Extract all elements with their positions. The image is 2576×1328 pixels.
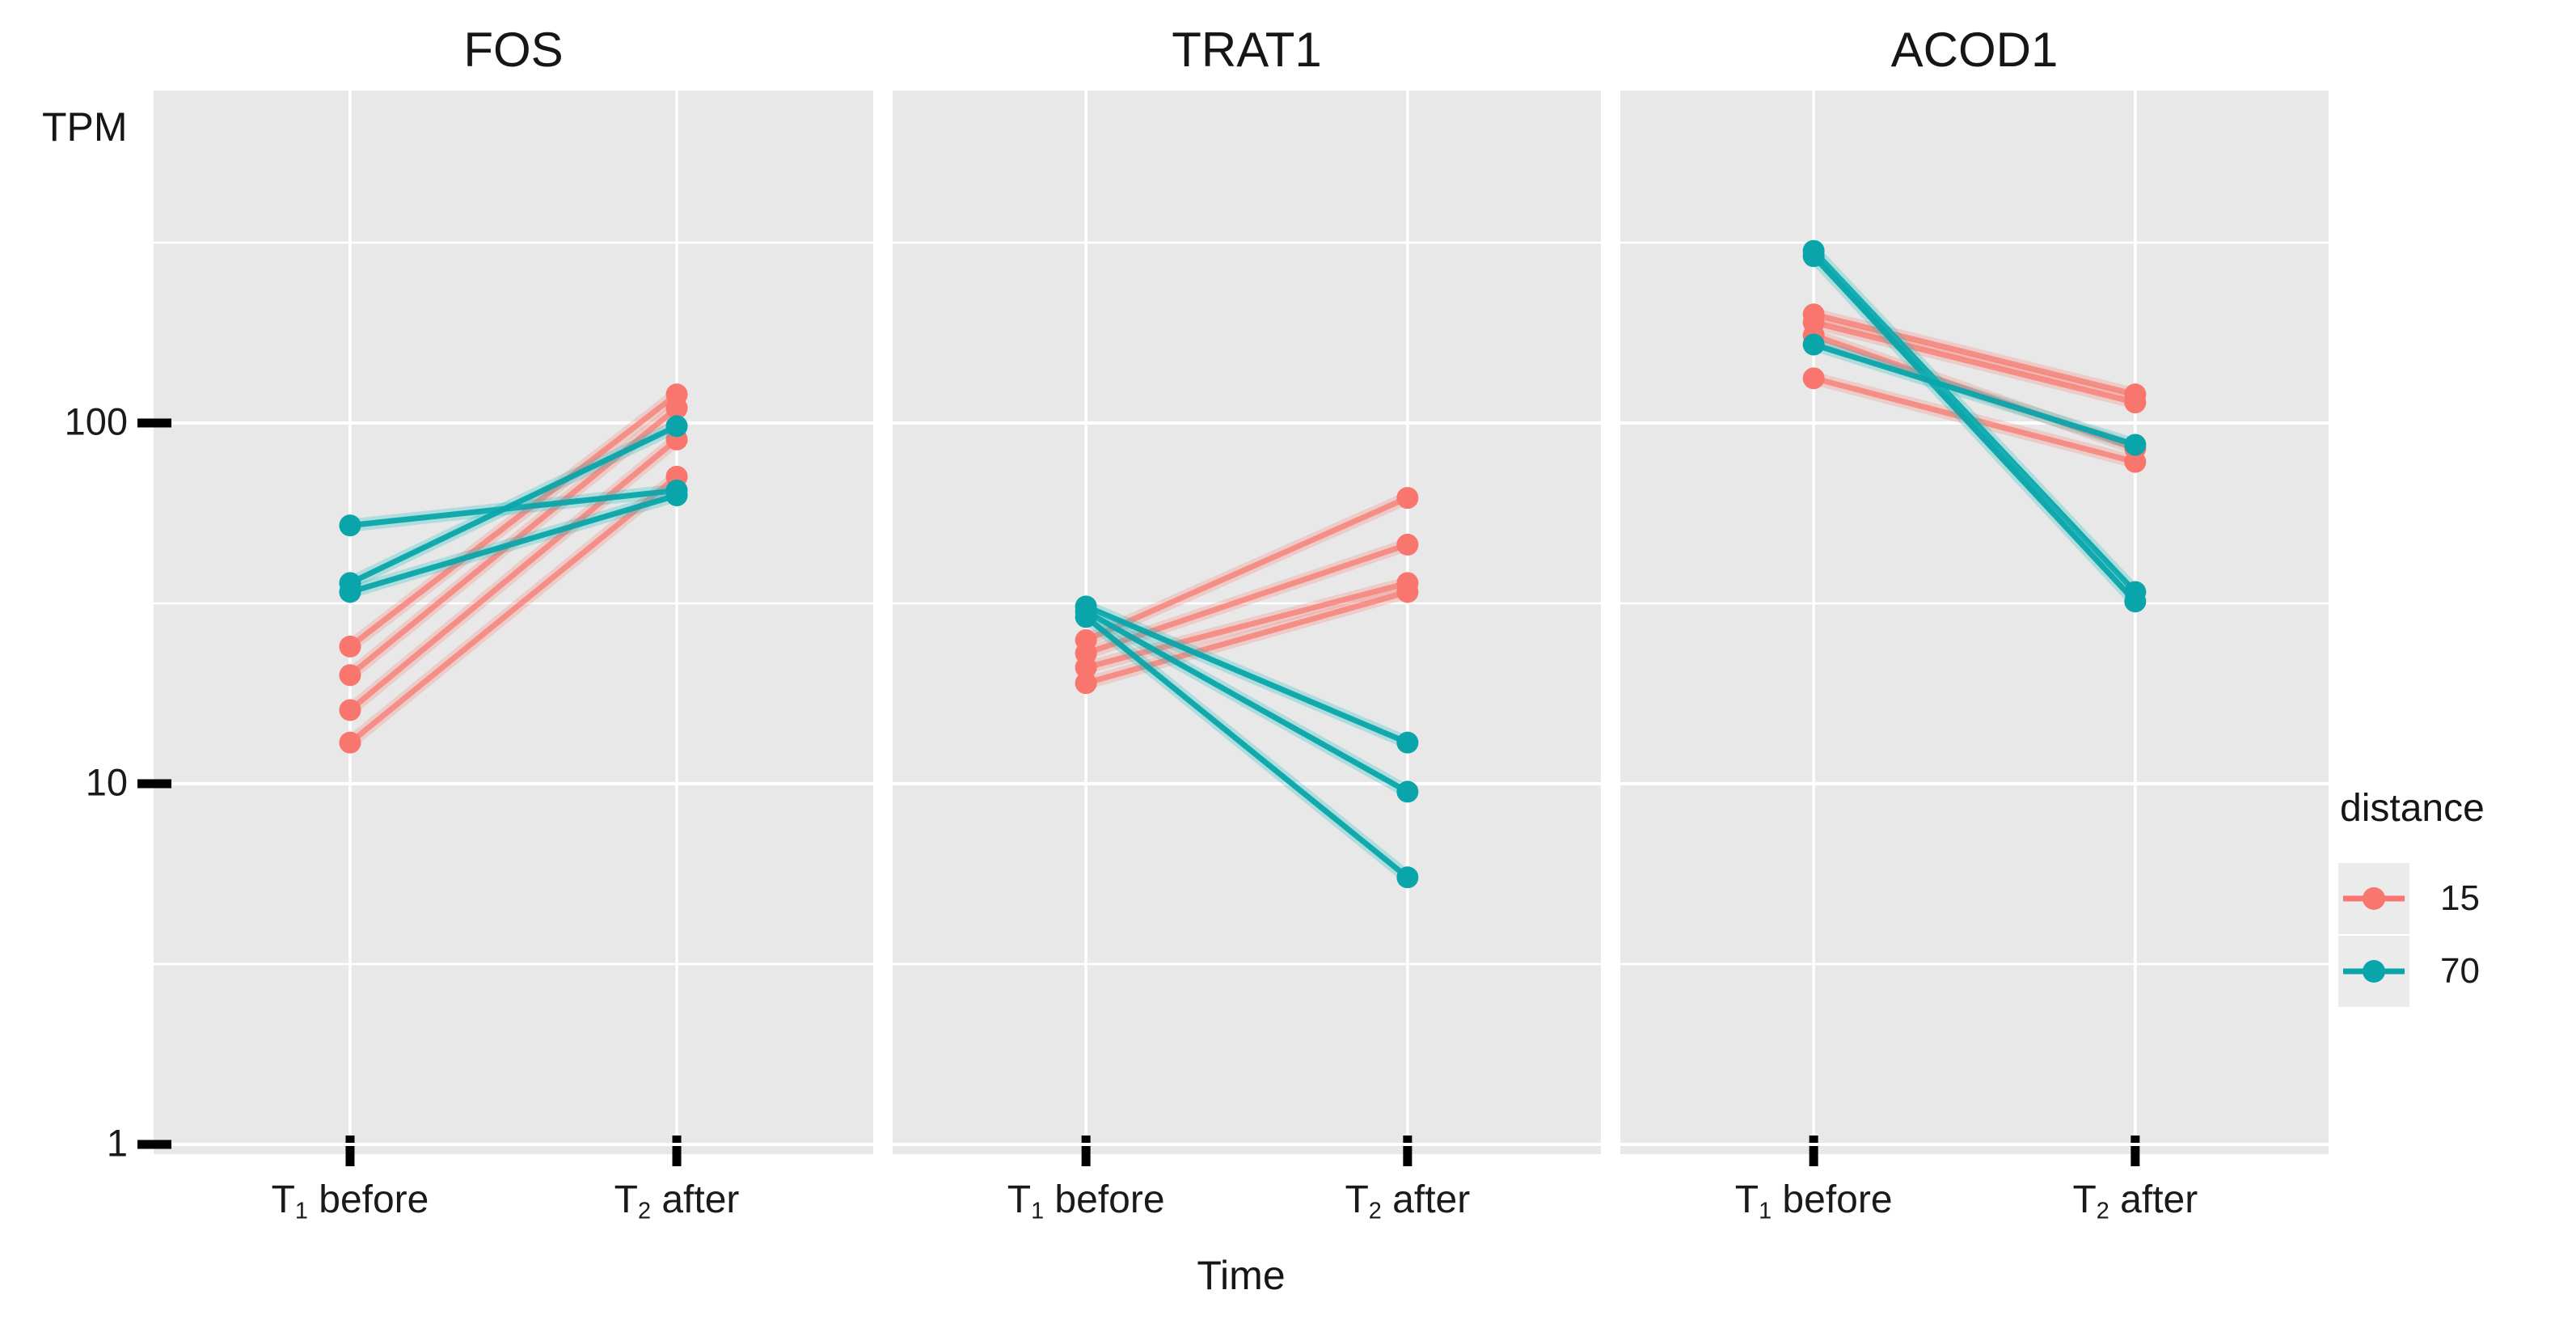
legend-entry-70: 70 [2338, 936, 2573, 1007]
facet-title-trat1: TRAT1 [1172, 23, 1322, 77]
data-point-distance-15 [339, 731, 361, 754]
series-line-distance-70 [1083, 603, 1411, 746]
x-tick-label-t1-before: T1 before [1007, 1178, 1165, 1224]
y-tick-label-1: 1 [106, 1121, 128, 1165]
y-tick-label-10: 10 [85, 760, 128, 804]
panel-background [1620, 91, 2329, 1154]
data-point-distance-15 [1396, 487, 1419, 510]
legend-key-distance-15-icon [2338, 863, 2409, 934]
series-line-distance-15 [1083, 580, 1411, 670]
y-axis-tick [137, 1140, 171, 1149]
y-axis-tick [137, 779, 171, 789]
series-line-distance-70 [1083, 614, 1411, 881]
data-point-distance-15 [1075, 672, 1097, 695]
data-point-distance-15 [1396, 533, 1419, 556]
series-line-distance-70 [1810, 253, 2139, 605]
data-point-distance-70 [665, 484, 688, 506]
y-tick-label-100: 100 [64, 400, 128, 443]
data-point-distance-70 [1396, 731, 1419, 754]
y-axis-tick [137, 418, 171, 428]
series-line-distance-70 [347, 423, 680, 586]
data-point-distance-70 [665, 415, 688, 438]
data-point-distance-70 [1396, 780, 1419, 803]
series-line-distance-15 [1083, 495, 1411, 644]
x-tick-label-t1-before: T1 before [271, 1178, 429, 1224]
x-axis-title: Time [1197, 1253, 1286, 1298]
data-point-distance-15 [1802, 367, 1825, 390]
data-point-distance-15 [339, 664, 361, 687]
series-line-distance-70 [347, 487, 680, 529]
data-point-distance-15 [1396, 581, 1419, 603]
series-line-distance-70 [1810, 247, 2139, 595]
panel-background [154, 91, 873, 1154]
data-point-distance-15 [339, 635, 361, 658]
legend: distance 15 70 [2338, 786, 2573, 1009]
series-line-distance-70 [347, 492, 680, 595]
data-point-distance-70 [1802, 333, 1825, 356]
series-line-distance-15 [347, 391, 680, 649]
data-point-distance-15 [2124, 450, 2147, 473]
data-point-distance-15 [665, 383, 688, 406]
data-point-distance-70 [2124, 590, 2147, 613]
x-axis-tick [345, 1136, 355, 1166]
x-tick-label-t2-after: T2 after [1345, 1178, 1471, 1224]
series-line-distance-15 [1083, 541, 1411, 657]
data-point-distance-70 [2124, 434, 2147, 456]
x-axis-tick [1809, 1136, 1818, 1166]
x-tick-label-t2-after: T2 after [2072, 1178, 2198, 1224]
data-point-distance-15 [339, 699, 361, 721]
data-point-distance-70 [339, 514, 361, 537]
data-point-distance-70 [339, 581, 361, 603]
legend-title: distance [2340, 787, 2485, 830]
x-tick-label-t1-before: T1 before [1734, 1178, 1893, 1224]
x-axis-tick [1403, 1136, 1413, 1166]
data-point-distance-70 [1396, 866, 1419, 889]
x-axis-tick [1081, 1136, 1091, 1166]
series-line-distance-15 [347, 436, 680, 713]
y-axis-unit-label: TPM [42, 104, 128, 150]
facet-title-fos: FOS [463, 23, 564, 77]
facet-title-acod1: ACOD1 [1890, 23, 2059, 77]
legend-label-70: 70 [2440, 951, 2480, 991]
data-point-distance-15 [1075, 656, 1097, 679]
legend-label-15: 15 [2440, 878, 2480, 918]
x-axis-tick [2130, 1136, 2140, 1166]
x-axis-tick [672, 1136, 682, 1166]
data-point-distance-70 [1802, 245, 1825, 268]
series-line-distance-70 [1083, 608, 1411, 795]
series-line-distance-70 [1810, 341, 2139, 448]
legend-entry-15: 15 [2338, 863, 2573, 934]
data-point-distance-70 [1075, 606, 1097, 628]
data-point-distance-15 [2124, 391, 2147, 414]
x-tick-label-t2-after: T2 after [614, 1178, 740, 1224]
series-line-distance-15 [1810, 311, 2139, 398]
series-line-distance-15 [1810, 319, 2139, 406]
series-line-distance-15 [347, 473, 680, 746]
series-line-distance-15 [1083, 589, 1411, 687]
legend-key-distance-70-icon [2338, 936, 2409, 1007]
